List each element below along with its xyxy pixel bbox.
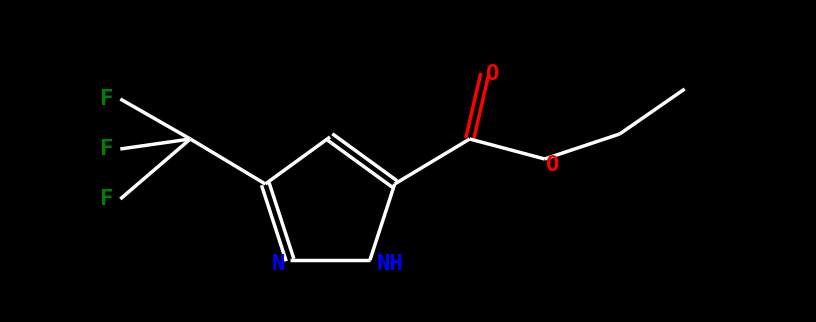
Text: F: F (100, 89, 113, 109)
Text: F: F (100, 189, 113, 209)
Text: NH: NH (377, 254, 403, 274)
Text: F: F (100, 139, 113, 159)
Text: N: N (272, 254, 285, 274)
Text: O: O (486, 64, 499, 84)
Text: O: O (546, 155, 559, 175)
